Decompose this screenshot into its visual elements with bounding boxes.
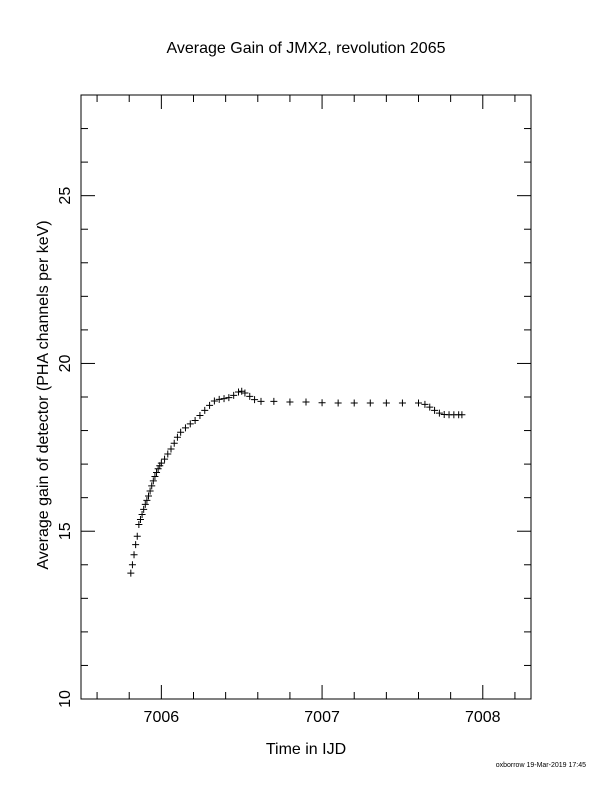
data-point [130,551,138,559]
y-tick-label: 25 [57,187,74,205]
y-tick-label: 15 [57,522,74,540]
x-tick-label: 7006 [144,709,180,726]
axis-tick-labels: 7006 7007 7008 10 15 20 25 [57,187,501,726]
data-point [164,450,172,458]
data-point [225,394,233,402]
data-point [141,500,149,508]
data-point [186,420,194,428]
data-point [215,395,223,403]
data-point [161,455,169,463]
data-point [157,459,165,467]
data-point [148,482,156,490]
y-tick-label: 20 [57,354,74,372]
data-point [128,561,136,569]
data-point [133,532,141,540]
data-point [458,411,466,419]
data-point [146,487,154,495]
data-point [421,400,429,408]
x-tick-label: 7007 [304,709,340,726]
data-point [136,515,144,523]
data-point [201,406,209,414]
plot-frame [80,94,532,700]
data-point [154,465,162,473]
data-point [286,398,294,406]
data-point [398,399,406,407]
data-point [334,399,342,407]
data-point [127,569,135,577]
data-point [153,469,161,476]
data-point [302,398,310,406]
data-point [181,424,189,432]
data-point [366,399,374,407]
data-point [167,445,175,453]
data-point [350,399,358,407]
data-point [191,416,199,424]
data-point [426,403,434,411]
data-point [318,399,326,407]
data-points [127,387,466,577]
data-point [145,492,152,500]
data-point [140,505,148,513]
data-point [431,406,439,414]
data-point [151,473,159,481]
data-point [132,541,140,549]
data-point [220,395,228,403]
data-point [170,439,178,447]
credit-line: oxborrow 19-Mar-2019 17:45 [496,762,586,769]
data-point [206,401,214,409]
data-point [135,521,143,529]
data-point [251,396,259,404]
data-point [241,389,249,397]
data-point [382,399,390,407]
data-point [238,387,246,395]
data-point [270,397,278,405]
data-point [149,477,157,485]
data-point [257,397,265,405]
data-point [196,411,204,419]
chart-title: Average Gain of JMX2, revolution 2065 [167,40,446,57]
data-point [435,409,443,417]
y-tick-label: 10 [57,690,74,708]
x-axis-label: Time in IJD [266,741,346,758]
data-point [415,399,422,407]
data-point [173,433,181,441]
data-point [210,397,218,405]
x-tick-label: 7008 [465,709,501,726]
data-point [177,428,185,436]
y-axis-label: Average gain of detector (PHA channels p… [35,220,52,569]
data-point [235,388,242,396]
data-point [138,510,146,518]
data-point [230,391,238,399]
axis-ticks [81,94,531,700]
data-point [246,392,254,400]
data-point [143,496,151,504]
